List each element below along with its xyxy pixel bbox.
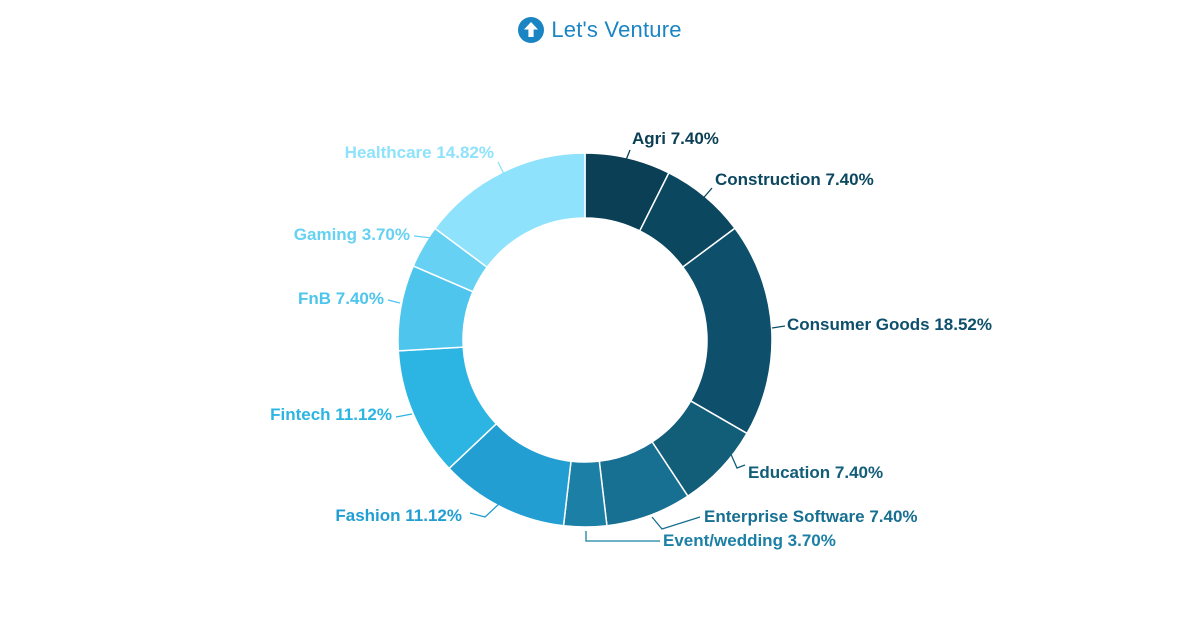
slice-label: Event/wedding 3.70% (663, 531, 836, 550)
slice-label: Gaming 3.70% (294, 225, 410, 244)
leader-line (387, 299, 401, 304)
slice-label: Construction 7.40% (715, 170, 874, 189)
slice-label: FnB 7.40% (298, 289, 384, 308)
slice-label: Enterprise Software 7.40% (704, 507, 918, 526)
slice-label: Consumer Goods 18.52% (787, 315, 992, 334)
leader-line (651, 516, 701, 530)
donut-slice-healthcare (433, 152, 586, 269)
leader-line (497, 161, 507, 179)
leader-line (625, 149, 631, 161)
brand-header: Let's Venture (0, 17, 1200, 43)
leader-line (585, 531, 660, 542)
brand-name: Let's Venture (551, 17, 682, 42)
leader-line (395, 413, 413, 418)
slice-label: Fashion 11.12% (335, 506, 462, 525)
slice-label: Education 7.40% (748, 463, 883, 482)
leader-line (699, 187, 713, 203)
slice-label: Fintech 11.12% (270, 405, 392, 424)
donut-slice-consumer-goods (681, 227, 773, 435)
leader-line (469, 502, 501, 518)
slice-label: Agri 7.40% (632, 129, 719, 148)
slice-label: Healthcare 14.82% (345, 143, 494, 162)
leader-line (729, 451, 746, 469)
leader-line (413, 235, 433, 239)
leader-line (771, 325, 786, 329)
up-arrow-circle-icon (518, 17, 545, 43)
